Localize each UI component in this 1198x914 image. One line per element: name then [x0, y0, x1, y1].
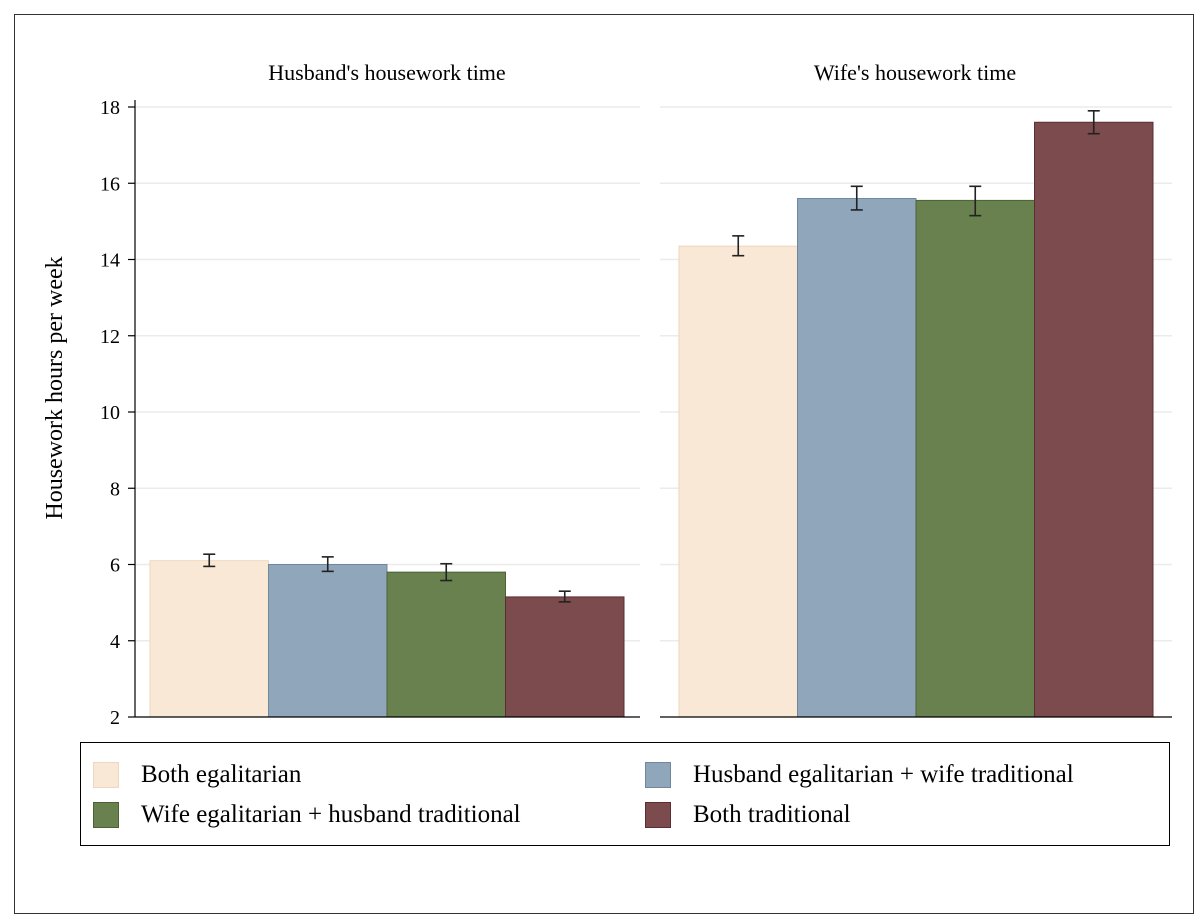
error-bar-panel0-series2	[440, 562, 453, 582]
error-bar-panel1-series0	[732, 235, 745, 257]
legend-item-both-egalitarian: Both egalitarian	[93, 761, 301, 789]
y-tick-label-2: 2	[110, 707, 120, 729]
error-bar-panel0-series1	[321, 556, 334, 573]
legend-label: Husband egalitarian + wife traditional	[693, 761, 1074, 788]
axes	[134, 100, 1172, 718]
y-tick-label-4: 4	[110, 631, 120, 653]
legend-item-wife-egalitarian-husband-traditional: Wife egalitarian + husband traditional	[93, 801, 521, 829]
bar-panel0-series0	[149, 560, 269, 718]
legend-item-husband-egalitarian-wife-traditional: Husband egalitarian + wife traditional	[645, 761, 1074, 789]
y-tick-label-16: 16	[100, 173, 120, 195]
legend-swatch-wife-egalitarian	[93, 802, 119, 828]
y-tick-label-8: 8	[110, 478, 120, 500]
error-bar-panel0-series3	[558, 590, 571, 603]
y-tick-label-12: 12	[100, 326, 120, 348]
legend-swatch-husband-egalitarian	[645, 762, 671, 788]
y-axis-label: Housework hours per week	[42, 256, 68, 519]
bars	[149, 110, 1154, 718]
bar-panel0-series2	[386, 571, 506, 718]
error-bar-panel1-series1	[850, 185, 863, 211]
legend-swatch-both-traditional	[645, 802, 671, 828]
error-bar-panel1-series3	[1087, 110, 1100, 135]
legend-swatch-both-egalitarian	[93, 762, 119, 788]
legend: Both egalitarian Husband egalitarian + w…	[80, 742, 1170, 846]
legend-label: Both egalitarian	[141, 761, 302, 788]
panel-title-right: Wife's housework time	[814, 60, 1016, 85]
bar-panel1-series0	[678, 245, 798, 718]
legend-label: Wife egalitarian + husband traditional	[141, 801, 521, 828]
y-tick-label-18: 18	[100, 97, 120, 119]
y-tick-label-6: 6	[110, 555, 120, 577]
legend-item-both-traditional: Both traditional	[645, 801, 851, 829]
bar-panel1-series3	[1034, 121, 1154, 718]
error-bar-panel1-series2	[969, 185, 982, 217]
y-tick-label-14: 14	[100, 250, 120, 272]
legend-label: Both traditional	[693, 801, 851, 828]
bar-panel0-series1	[268, 564, 388, 718]
bar-panel0-series3	[505, 596, 625, 718]
y-tick-label-10: 10	[100, 402, 120, 424]
bar-panel1-series2	[915, 199, 1035, 718]
bar-panel1-series1	[797, 198, 917, 718]
error-bar-panel0-series0	[203, 553, 216, 568]
panel-title-left: Husband's housework time	[268, 60, 505, 85]
y-ticks: 2 4 6 8 10 12 14 16 18	[100, 97, 135, 729]
